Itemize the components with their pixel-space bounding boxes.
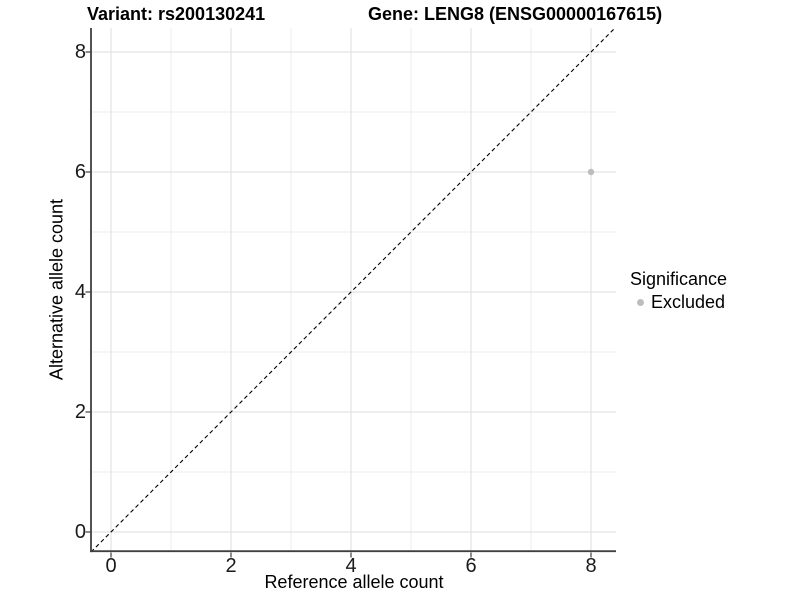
legend-entry-label: Excluded bbox=[651, 292, 726, 312]
y-tick-label-0: 0 bbox=[74, 521, 86, 543]
gridlines-major bbox=[92, 28, 616, 550]
excluded-point-icon bbox=[637, 299, 644, 306]
plot-title-gene: Gene: LENG8 (ENSG00000167615) bbox=[368, 4, 663, 24]
gridlines-minor bbox=[92, 28, 616, 550]
data-point-excluded bbox=[587, 168, 595, 176]
x-tick-label-2: 2 bbox=[225, 555, 237, 577]
axis-tick-marks bbox=[85, 51, 592, 558]
legend-entry-excluded: Excluded bbox=[630, 292, 727, 312]
y-axis-title: Alternative allele count bbox=[46, 198, 67, 381]
x-tick-label-6: 6 bbox=[465, 555, 477, 577]
y-tick-label-4: 4 bbox=[74, 281, 86, 303]
x-tick-label-4: 4 bbox=[345, 555, 357, 577]
y-tick-label-2: 2 bbox=[74, 401, 86, 423]
legend-title: Significance bbox=[630, 269, 728, 289]
x-tick-label-8: 8 bbox=[585, 555, 597, 577]
x-axis-title: Reference allele count bbox=[264, 572, 444, 592]
identity-line bbox=[90, 28, 615, 553]
y-tick-label-8: 8 bbox=[74, 41, 86, 63]
y-tick-label-6: 6 bbox=[74, 161, 86, 183]
plot-title-variant: Variant: rs200130241 bbox=[87, 4, 266, 24]
x-tick-label-0: 0 bbox=[105, 555, 117, 577]
legend: Significance Excluded bbox=[630, 269, 728, 313]
axis-lines bbox=[90, 28, 616, 553]
